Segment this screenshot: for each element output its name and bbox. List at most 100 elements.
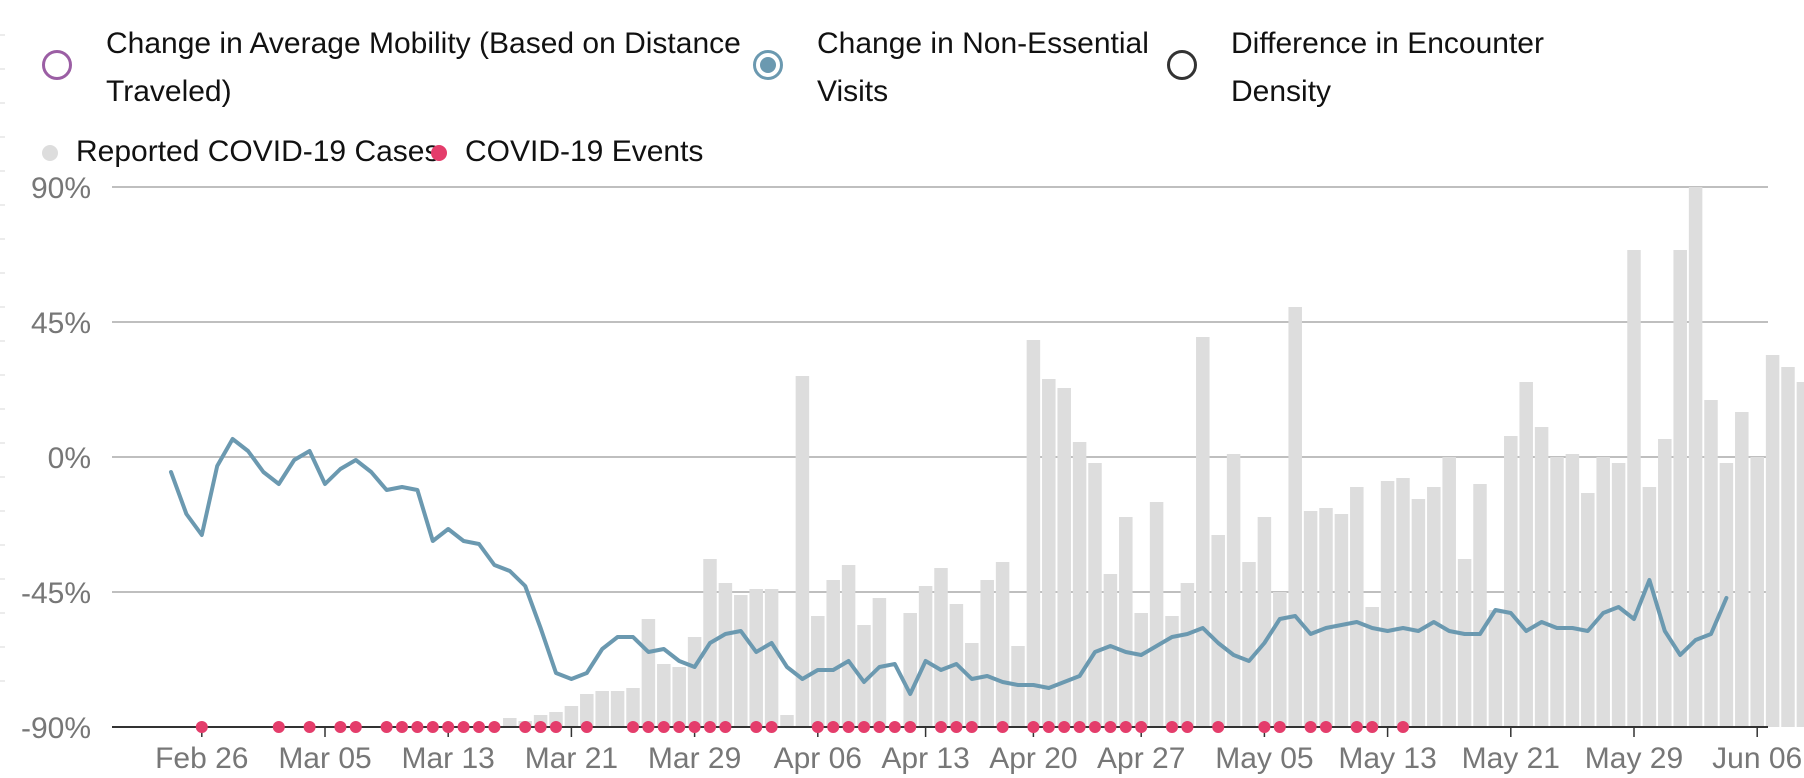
- y-tick-label: -45%: [21, 577, 91, 610]
- bar: [1411, 499, 1426, 727]
- event-dot: [195, 721, 208, 733]
- legend-item-covid-events[interactable]: COVID-19 Events: [431, 128, 703, 176]
- bar: [1704, 400, 1718, 727]
- y-tick-label: 0%: [48, 442, 91, 475]
- bar: [1365, 607, 1379, 727]
- bar: [1350, 487, 1364, 727]
- event-dot: [1258, 721, 1271, 733]
- bar: [1550, 457, 1564, 727]
- legend-label-line: Visits: [817, 75, 889, 108]
- bar: [1442, 457, 1456, 727]
- bar: [503, 718, 517, 727]
- event-dot: [411, 721, 424, 733]
- bar: [595, 691, 609, 727]
- bar: [1242, 562, 1256, 727]
- event-dot: [1212, 721, 1225, 733]
- bar: [857, 625, 871, 727]
- bar: [1334, 514, 1349, 727]
- bar: [1057, 388, 1071, 727]
- event-dot: [719, 721, 732, 733]
- event-dot: [688, 721, 701, 733]
- bar: [1165, 616, 1179, 727]
- event-dot: [580, 721, 593, 733]
- x-tick-label: Apr 20: [989, 742, 1077, 775]
- x-tick-label: May 05: [1215, 742, 1313, 775]
- bar: [1380, 481, 1395, 727]
- legend-item-encounter-density[interactable]: Difference in Encounter Density: [1167, 20, 1544, 116]
- legend-label-covid-events: COVID-19 Events: [465, 135, 704, 168]
- legend-item-average-mobility[interactable]: Change in Average Mobility (Based on Dis…: [42, 20, 741, 116]
- y-tick-label: -90%: [21, 712, 91, 745]
- bar: [841, 565, 856, 727]
- bar: [1658, 439, 1672, 727]
- event-dot: [473, 721, 485, 733]
- event-dot: [534, 721, 547, 733]
- event-dot: [888, 721, 901, 733]
- bar: [1149, 502, 1164, 727]
- bar: [672, 667, 686, 727]
- bar: [1611, 463, 1626, 727]
- x-tick-label: Jun 06: [1712, 742, 1802, 775]
- x-tick-label: Mar 13: [402, 742, 495, 775]
- dot-icon: [431, 145, 447, 161]
- legend-label-non-essential-visits: Change in Non-Essential Visits: [817, 20, 1149, 116]
- bar: [1565, 454, 1580, 727]
- event-dot: [811, 721, 824, 733]
- bar: [995, 562, 1010, 727]
- bar: [965, 643, 979, 727]
- bar: [1211, 535, 1225, 727]
- bar: [1180, 583, 1195, 727]
- bar: [1427, 487, 1441, 727]
- event-dot: [904, 721, 917, 733]
- bar: [1688, 187, 1703, 727]
- bar: [1673, 250, 1687, 727]
- bar: [734, 595, 748, 727]
- y-tick-label: 90%: [31, 172, 91, 205]
- bar: [749, 589, 763, 727]
- bar: [903, 613, 917, 727]
- event-dot: [765, 721, 778, 733]
- bar: [1088, 463, 1102, 727]
- x-tick-label: May 13: [1338, 742, 1436, 775]
- bar: [1473, 484, 1487, 727]
- chart-legend: Change in Average Mobility (Based on Dis…: [0, 0, 1804, 170]
- bar: [872, 598, 887, 727]
- x-tick-label: May 21: [1462, 742, 1560, 775]
- ring-dot-icon: [760, 57, 776, 73]
- bar: [1488, 610, 1503, 727]
- event-dot: [935, 721, 947, 733]
- x-tick-label: Apr 27: [1097, 742, 1185, 775]
- legend-label-line: Traveled): [106, 75, 232, 108]
- bar: [795, 376, 810, 727]
- bar: [1119, 517, 1133, 727]
- event-dot: [303, 721, 316, 733]
- event-dot: [1119, 721, 1132, 733]
- legend-item-non-essential-visits[interactable]: Change in Non-Essential Visits: [753, 20, 1149, 116]
- bar: [1303, 511, 1318, 727]
- event-dot: [996, 721, 1009, 733]
- bar: [687, 637, 702, 727]
- event-dot: [272, 721, 285, 733]
- event-dot: [1181, 721, 1194, 733]
- bar: [1765, 355, 1780, 727]
- bar: [641, 619, 656, 727]
- event-dot: [1058, 721, 1071, 733]
- event-dot: [627, 721, 639, 733]
- bar: [1396, 478, 1410, 727]
- series-line-non-essential-visits: [169, 437, 1729, 696]
- bar: [1596, 457, 1610, 727]
- bar: [780, 715, 794, 727]
- ring-filled-icon: [753, 50, 783, 80]
- event-dot: [442, 721, 455, 733]
- x-tick-label: Feb 26: [155, 742, 248, 775]
- event-dot: [1135, 721, 1148, 733]
- bar: [718, 583, 733, 727]
- bar: [1288, 307, 1302, 727]
- legend-item-reported-cases[interactable]: Reported COVID-19 Cases: [42, 128, 440, 176]
- bar: [626, 688, 640, 727]
- event-dot: [965, 721, 978, 733]
- legend-label-line: Change in Average Mobility (Based on Dis…: [106, 27, 741, 60]
- event-dot: [519, 721, 532, 733]
- legend-label-average-mobility: Change in Average Mobility (Based on Dis…: [106, 20, 741, 116]
- bar: [1457, 559, 1472, 727]
